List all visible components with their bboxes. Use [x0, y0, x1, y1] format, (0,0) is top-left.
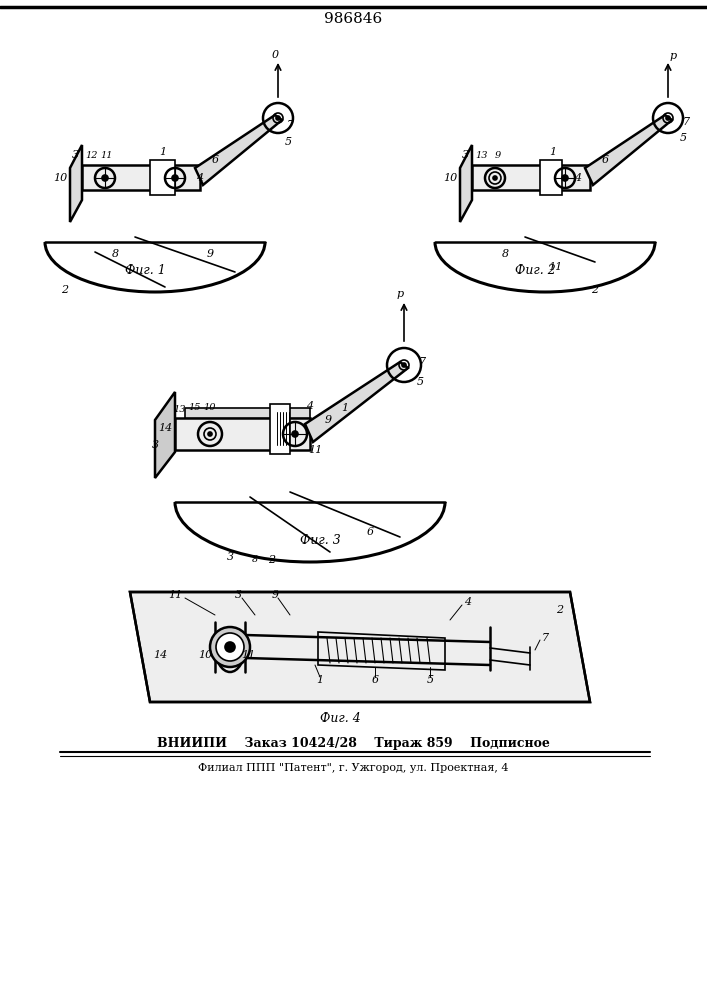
Circle shape: [562, 175, 568, 181]
Polygon shape: [82, 165, 200, 190]
Circle shape: [493, 176, 497, 180]
Polygon shape: [472, 165, 590, 190]
Circle shape: [102, 175, 108, 181]
Polygon shape: [585, 115, 672, 185]
Text: 11: 11: [241, 650, 255, 660]
Text: 7: 7: [682, 117, 689, 127]
Circle shape: [208, 432, 212, 436]
Text: 1: 1: [341, 403, 349, 413]
Polygon shape: [305, 362, 408, 442]
Polygon shape: [130, 592, 590, 702]
Text: 3: 3: [235, 590, 242, 600]
Polygon shape: [175, 418, 310, 450]
Text: 9: 9: [495, 150, 501, 159]
Text: 6: 6: [366, 527, 373, 537]
Text: 13: 13: [174, 406, 186, 414]
Text: 13: 13: [476, 150, 489, 159]
Text: 14: 14: [153, 650, 167, 660]
Polygon shape: [150, 160, 175, 195]
Text: 986846: 986846: [324, 12, 382, 26]
Text: Филиал ППП "Патент", г. Ужгород, ул. Проектная, 4: Филиал ППП "Патент", г. Ужгород, ул. Про…: [198, 763, 508, 773]
Text: 2: 2: [592, 285, 599, 295]
Text: 7: 7: [286, 120, 293, 130]
Text: 2: 2: [556, 605, 563, 615]
Text: 9: 9: [271, 590, 279, 600]
Text: 1: 1: [317, 675, 324, 685]
Text: 7: 7: [419, 357, 426, 367]
Text: 4: 4: [306, 401, 314, 411]
Text: 8: 8: [501, 249, 508, 259]
Text: 11: 11: [168, 590, 182, 600]
Text: 1: 1: [549, 147, 556, 157]
Text: Фиг. 3: Фиг. 3: [300, 534, 340, 546]
Text: 4: 4: [464, 597, 472, 607]
Text: 11: 11: [308, 445, 322, 455]
Text: 7: 7: [542, 633, 549, 643]
Text: 15: 15: [189, 403, 201, 412]
Text: 6: 6: [371, 675, 378, 685]
Text: 2: 2: [62, 285, 69, 295]
Text: 3: 3: [71, 150, 78, 160]
Text: 11: 11: [101, 150, 113, 159]
Text: 2: 2: [269, 555, 276, 565]
Text: 4: 4: [574, 173, 582, 183]
Circle shape: [292, 431, 298, 437]
Polygon shape: [155, 392, 175, 478]
Text: 3: 3: [151, 440, 158, 450]
Text: p: p: [397, 289, 404, 299]
Text: Фиг. 1: Фиг. 1: [124, 263, 165, 276]
Circle shape: [666, 116, 670, 120]
Text: 10: 10: [198, 650, 212, 660]
Polygon shape: [195, 115, 282, 185]
Polygon shape: [185, 408, 310, 418]
Text: 10: 10: [53, 173, 67, 183]
Text: 9: 9: [206, 249, 214, 259]
Circle shape: [216, 633, 244, 661]
Text: Фиг. 2: Фиг. 2: [515, 263, 556, 276]
Circle shape: [172, 175, 178, 181]
Polygon shape: [270, 404, 290, 454]
Text: 0: 0: [271, 50, 279, 60]
Text: ВНИИПИ    Заказ 10424/28    Тираж 859    Подписное: ВНИИПИ Заказ 10424/28 Тираж 859 Подписно…: [156, 736, 549, 750]
Text: 6: 6: [211, 155, 218, 165]
Text: 5: 5: [284, 137, 291, 147]
Circle shape: [276, 116, 280, 120]
Text: 14: 14: [158, 423, 172, 433]
Text: 10: 10: [204, 403, 216, 412]
Text: 5: 5: [426, 675, 433, 685]
Text: 4: 4: [197, 173, 204, 183]
Text: 12: 12: [86, 150, 98, 159]
Text: 3: 3: [226, 552, 233, 562]
Text: 6: 6: [602, 155, 609, 165]
Text: 9: 9: [325, 415, 332, 425]
Text: 5: 5: [679, 133, 686, 143]
Polygon shape: [540, 160, 562, 195]
Text: Фиг. 4: Фиг. 4: [320, 712, 361, 724]
Circle shape: [402, 363, 406, 367]
Circle shape: [210, 627, 250, 667]
Text: 8: 8: [112, 249, 119, 259]
Polygon shape: [460, 145, 472, 222]
Text: 11: 11: [548, 262, 562, 272]
Text: 10: 10: [443, 173, 457, 183]
Text: 3: 3: [462, 150, 469, 160]
Circle shape: [225, 642, 235, 652]
Text: 1: 1: [160, 147, 167, 157]
Text: 8: 8: [252, 556, 258, 564]
Polygon shape: [70, 145, 82, 222]
Text: 5: 5: [416, 377, 423, 387]
Text: p: p: [670, 51, 677, 61]
